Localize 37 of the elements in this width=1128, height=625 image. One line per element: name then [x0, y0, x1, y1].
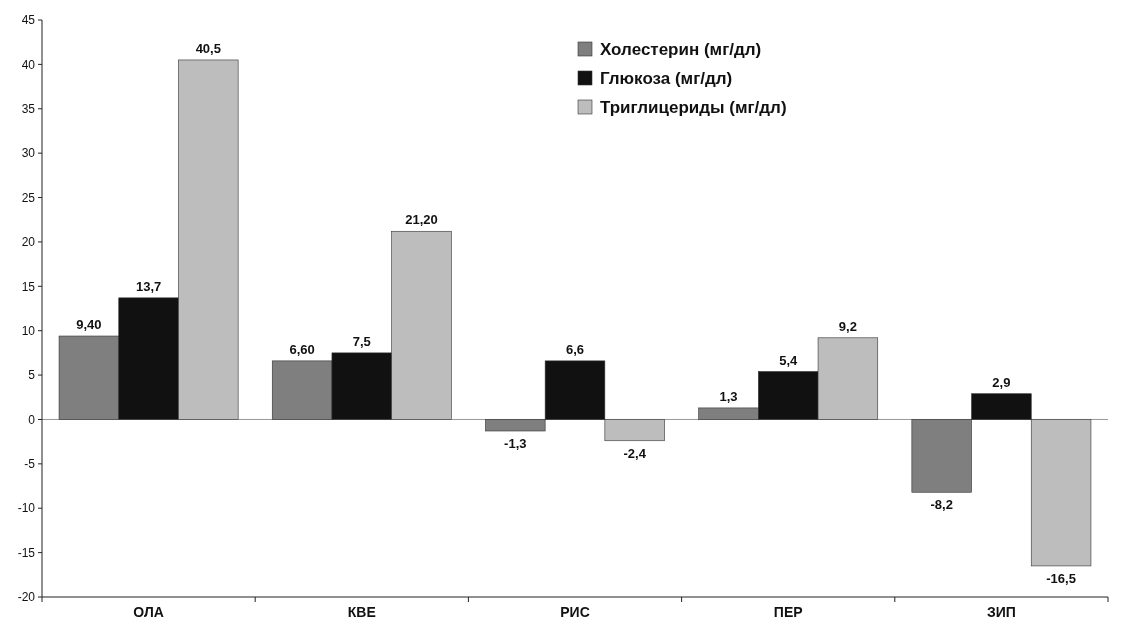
legend-label: Холестерин (мг/дл): [600, 39, 762, 59]
y-tick-label: -15: [17, 545, 36, 560]
data-label: -16,5: [1046, 570, 1076, 586]
y-tick-label: 35: [21, 101, 36, 116]
data-label: 6,6: [565, 341, 585, 357]
y-tick-label: 10: [21, 323, 36, 338]
x-tick-label: ПЕР: [773, 604, 803, 620]
legend-label: Глюкоза (мг/дл): [600, 68, 733, 88]
data-label: -8,2: [930, 497, 953, 513]
x-tick-label: ЗИП: [986, 604, 1016, 620]
data-label: 9,40: [76, 317, 102, 333]
data-label: -2,4: [623, 445, 647, 461]
data-label: 1,3: [719, 388, 738, 404]
y-tick-label: -20: [17, 590, 36, 605]
data-label: 40,5: [195, 40, 221, 56]
x-tick-label: ОЛА: [133, 604, 164, 620]
data-label: 21,20: [405, 212, 438, 228]
data-label: 13,7: [135, 278, 162, 294]
y-tick-label: 30: [21, 146, 36, 161]
y-tick-label: -5: [24, 457, 36, 472]
y-tick-label: 15: [21, 279, 36, 294]
y-tick-label: 0: [28, 412, 36, 427]
legend-label: Триглицериды (мг/дл): [600, 97, 787, 117]
y-tick-label: 20: [21, 235, 36, 250]
data-label: 7,5: [352, 333, 371, 349]
x-tick-label: РИС: [560, 604, 590, 620]
data-label: 5,4: [779, 352, 798, 368]
y-tick-label: -10: [17, 501, 36, 516]
data-label: 2,9: [992, 374, 1011, 390]
data-label: 6,60: [289, 341, 315, 357]
y-tick-label: 40: [21, 57, 36, 72]
data-label: -1,3: [504, 436, 527, 451]
y-tick-label: 45: [21, 13, 36, 28]
x-tick-label: КВЕ: [347, 604, 376, 620]
y-tick-label: 5: [28, 368, 36, 383]
data-label: 9,2: [838, 318, 857, 334]
y-tick-label: 25: [21, 190, 36, 205]
